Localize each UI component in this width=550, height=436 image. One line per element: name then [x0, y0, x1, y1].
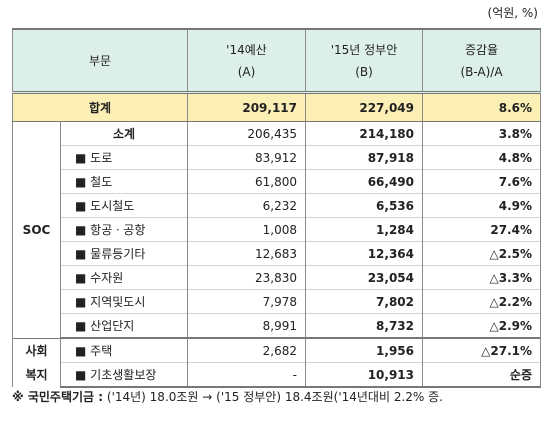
value-rate: △2.2%: [422, 289, 541, 314]
row-label: ■ 항공ㆍ공항: [60, 217, 188, 242]
unit-note: (억원, %): [487, 6, 538, 20]
value-rate: △2.9%: [422, 313, 541, 339]
total-rate: 8.6%: [422, 92, 541, 122]
value-rate: △3.3%: [422, 265, 541, 290]
value-a: 206,435: [187, 121, 306, 146]
row-label: ■ 철도: [60, 169, 188, 194]
value-a: 8,991: [187, 313, 306, 339]
row: SOC 소계 206,435 214,180 3.8%: [12, 121, 541, 338]
value-a: 83,912: [187, 145, 306, 170]
footnote-text: ('14년) 18.0조원 → ('15 정부안) 18.4조원('14년대비 …: [106, 390, 443, 404]
row: ■ 수자원 23,830 23,054 △3.3%: [13, 265, 541, 290]
row: ■ 지역및도시 7,978 7,802 △2.2%: [13, 289, 541, 314]
row-label: ■ 수자원: [60, 265, 188, 290]
value-b: 1,956: [305, 337, 423, 363]
value-b: 6,536: [305, 193, 423, 218]
value-rate: 4.8%: [422, 145, 541, 170]
value-b: 214,180: [305, 121, 423, 146]
group-label-text: 복지: [25, 368, 48, 383]
value-a: 12,683: [187, 241, 306, 266]
header-text: (A): [237, 64, 256, 79]
row: ■ 물류등기타 12,683 12,364 △2.5%: [13, 241, 541, 266]
value-a: 61,800: [187, 169, 306, 194]
group-label-text: 사회: [25, 344, 48, 359]
value-b: 1,284: [305, 217, 423, 242]
header-a: '14예산 (A): [187, 28, 306, 94]
header-text: (B-A)/A: [460, 64, 503, 79]
value-rate: 7.6%: [422, 169, 541, 194]
row-label: ■ 지역및도시: [60, 289, 188, 314]
row-label: 소계: [60, 121, 188, 146]
value-b: 66,490: [305, 169, 423, 194]
value-rate: △27.1%: [422, 337, 541, 363]
row-label: ■ 도시철도: [60, 193, 188, 218]
row: ■ 산업단지 8,991 8,732 △2.9%: [13, 313, 541, 339]
header-text: (B): [355, 64, 373, 79]
value-rate: 3.8%: [422, 121, 541, 146]
value-b: 10,913: [305, 362, 423, 388]
value-rate: △2.5%: [422, 241, 541, 266]
row: ■ 항공ㆍ공항 1,008 1,284 27.4%: [13, 217, 541, 242]
value-rate: 순증: [422, 362, 541, 388]
value-rate: 27.4%: [422, 217, 541, 242]
total-row: 합계 209,117 227,049 8.6%: [12, 92, 541, 122]
value-a: 7,978: [187, 289, 306, 314]
group-label-text: SOC: [22, 222, 51, 237]
value-b: 23,054: [305, 265, 423, 290]
value-b: 12,364: [305, 241, 423, 266]
row: ■ 도로 83,912 87,918 4.8%: [13, 145, 541, 170]
value-b: 7,802: [305, 289, 423, 314]
value-b: 8,732: [305, 313, 423, 339]
row: ■ 도시철도 6,232 6,536 4.9%: [13, 193, 541, 218]
header-rate: 증감율 (B-A)/A: [422, 28, 541, 94]
value-a: -: [187, 362, 306, 388]
row: ■ 기초생활보장 -10,913 순증: [13, 362, 541, 388]
header-category: 부문: [12, 28, 188, 94]
header-text: 증감율: [464, 42, 499, 57]
footnote: ※ 국민주택기금 : ('14년) 18.0조원 → ('15 정부안) 18.…: [12, 388, 443, 405]
value-a: 1,008: [187, 217, 306, 242]
row-label: ■ 도로: [60, 145, 188, 170]
value-a: 6,232: [187, 193, 306, 218]
footnote-label: ※ 국민주택기금 :: [12, 390, 104, 404]
row-label: ■ 주택: [60, 337, 188, 363]
group-label: SOC: [12, 121, 61, 338]
row: ■ 철도 61,800 66,490 7.6%: [13, 169, 541, 194]
value-a: 23,830: [187, 265, 306, 290]
row-label: ■ 산업단지: [60, 313, 188, 339]
row-label: ■ 물류등기타: [60, 241, 188, 266]
group-label-lines: SOC: [21, 122, 52, 338]
header-b: '15년 정부안 (B): [305, 28, 423, 94]
header-text: '15년 정부안: [330, 42, 398, 57]
total-label: 합계: [12, 92, 188, 122]
total-a: 209,117: [187, 92, 306, 122]
budget-table: 부문 '14예산 (A) '15년 정부안 (B) 증감율 (B-A)/A 합계 20…: [12, 28, 541, 388]
value-a: 2,682: [187, 337, 306, 363]
value-b: 87,918: [305, 145, 423, 170]
row-label: ■ 기초생활보장: [60, 362, 188, 388]
header-text: '14예산: [226, 42, 267, 57]
total-b: 227,049: [305, 92, 423, 122]
value-rate: 4.9%: [422, 193, 541, 218]
